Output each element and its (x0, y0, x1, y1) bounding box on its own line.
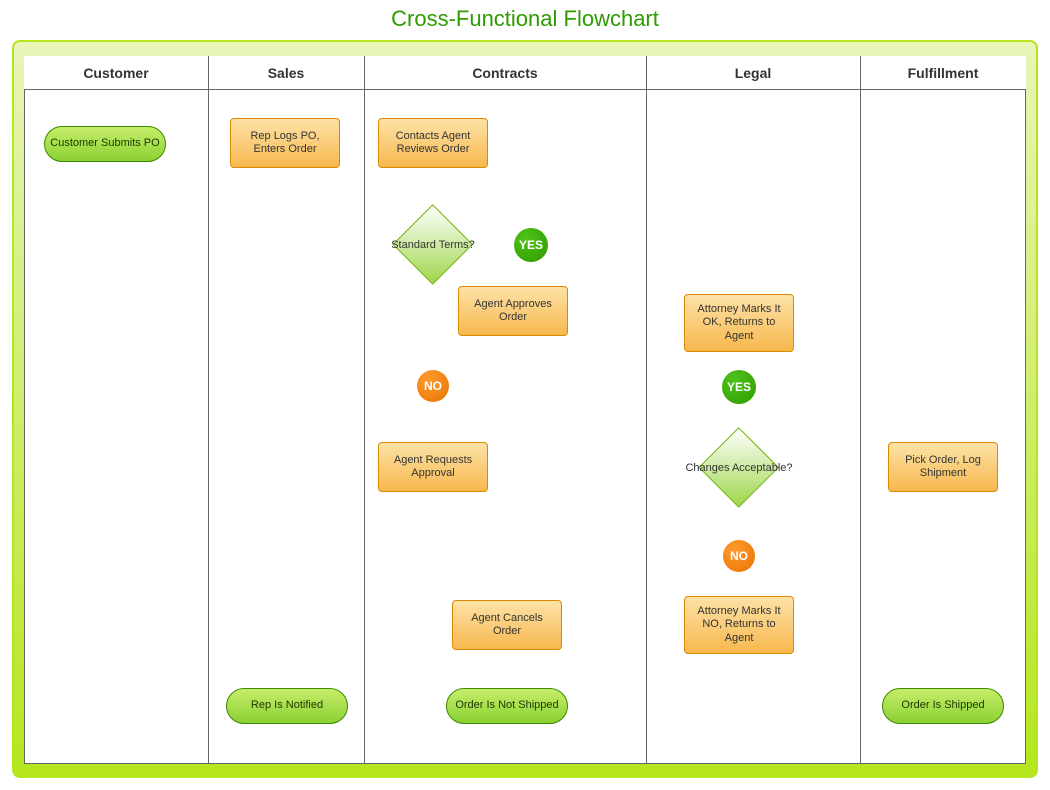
lane-divider (208, 56, 209, 764)
chart-title: Cross-Functional Flowchart (0, 6, 1050, 32)
lane-header-customer: Customer (24, 56, 208, 90)
swimlane-pool (24, 56, 1026, 764)
terminator-not_shipped: Order Is Not Shipped (446, 688, 568, 724)
process-agent_review: Contacts Agent Reviews Order (378, 118, 488, 168)
process-rep_logs: Rep Logs PO, Enters Order (230, 118, 340, 168)
lane-header-contracts: Contracts (364, 56, 646, 90)
no-badge-no1: NO (417, 370, 449, 402)
terminator-rep_notified: Rep Is Notified (226, 688, 348, 724)
yes-badge-yes2: YES (722, 370, 756, 404)
process-cancels: Agent Cancels Order (452, 600, 562, 650)
yes-badge-yes1: YES (514, 228, 548, 262)
process-pick: Pick Order, Log Shipment (888, 442, 998, 492)
lane-header-legal: Legal (646, 56, 860, 90)
no-badge-no2: NO (723, 540, 755, 572)
lane-header-sales: Sales (208, 56, 364, 90)
lane-divider (364, 56, 365, 764)
lane-divider (646, 56, 647, 764)
terminator-start: Customer Submits PO (44, 126, 166, 162)
process-att_ok: Attorney Marks It OK, Returns to Agent (684, 294, 794, 352)
process-approves: Agent Approves Order (458, 286, 568, 336)
lane-divider (860, 56, 861, 764)
process-att_no: Attorney Marks It NO, Returns to Agent (684, 596, 794, 654)
flowchart-stage: Cross-Functional Flowchart CustomerSales… (0, 0, 1050, 790)
lane-header-fulfillment: Fulfillment (860, 56, 1026, 90)
process-requests: Agent Requests Approval (378, 442, 488, 492)
terminator-shipped: Order Is Shipped (882, 688, 1004, 724)
